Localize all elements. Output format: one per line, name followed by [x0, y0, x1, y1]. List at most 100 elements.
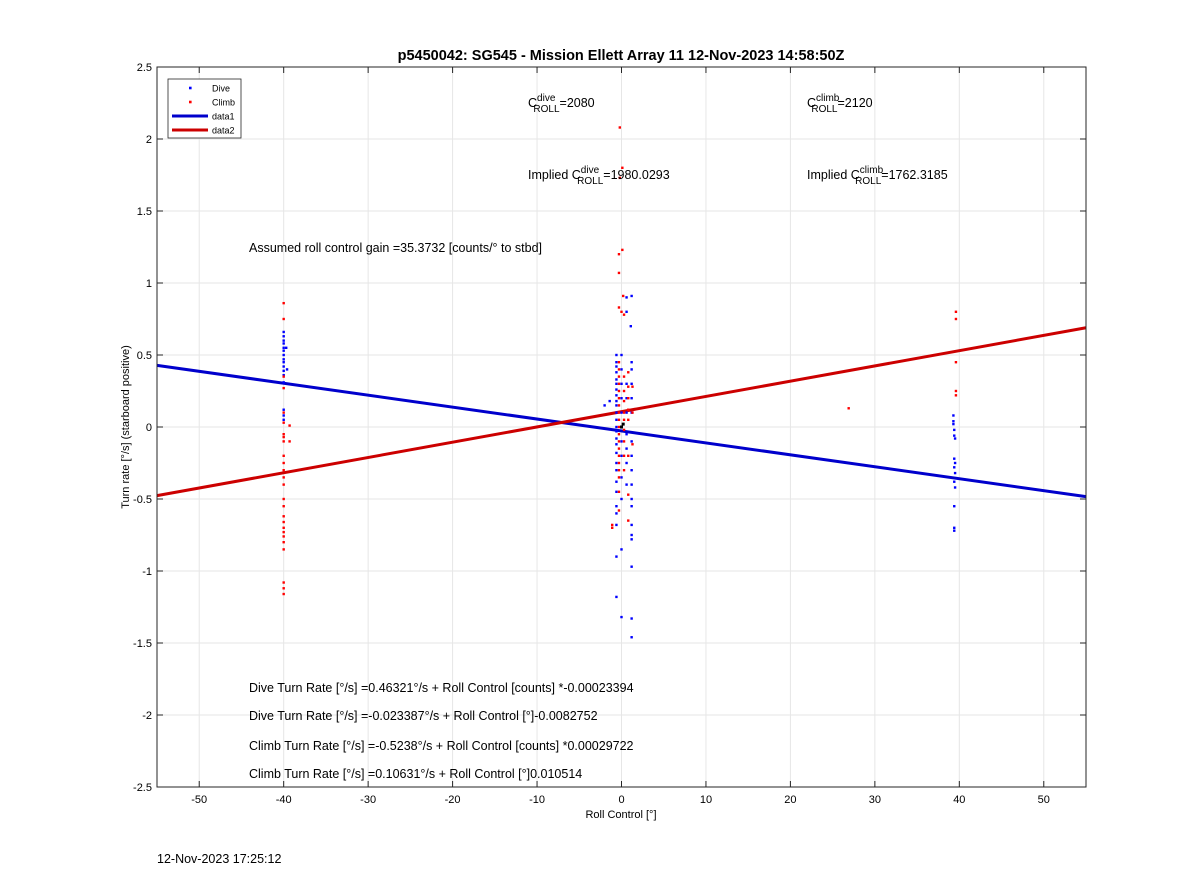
dive-point: [625, 411, 628, 414]
climb-point: [617, 469, 621, 472]
climb-point: [282, 592, 285, 596]
climb-point: [954, 310, 958, 313]
dive-point: [953, 526, 956, 529]
x-tick-label: 50: [1038, 794, 1050, 806]
x-tick-label: 0: [618, 794, 624, 806]
y-tick-label: 1.5: [137, 206, 152, 218]
climb-point: [282, 435, 285, 439]
climb-point: [627, 519, 630, 522]
dive-point: [615, 505, 618, 508]
climb-point: [617, 375, 621, 378]
dive-point: [630, 617, 633, 620]
climb-point: [282, 520, 285, 524]
y-tick-label: -2.5: [133, 782, 152, 794]
dive-point: [620, 476, 623, 479]
climb-point: [617, 271, 621, 275]
climb-point: [611, 526, 614, 529]
climb-point: [618, 126, 622, 129]
dive-point: [615, 411, 618, 414]
climb-point: [617, 397, 621, 400]
dive-point: [282, 349, 285, 352]
origin-point: [621, 422, 625, 426]
climb-point: [622, 399, 626, 403]
dive-point: [625, 382, 628, 385]
climb-point: [617, 454, 621, 457]
dive-point: [603, 404, 606, 407]
climb-point: [627, 397, 630, 400]
dive-point: [282, 408, 285, 411]
dive-point: [615, 461, 618, 465]
climb-point: [617, 253, 621, 256]
climb-point: [282, 515, 285, 518]
y-tick-label: -2: [142, 710, 152, 722]
dive-point: [625, 296, 628, 299]
legend: Dive Climb data1 data2: [167, 78, 242, 139]
climb-point: [618, 176, 622, 180]
dive-point: [620, 440, 623, 443]
dive-point: [625, 447, 628, 450]
dive-point: [952, 420, 955, 423]
dive-point: [630, 361, 633, 364]
climb-point: [617, 389, 621, 393]
roll-gain-annotation: Assumed roll control gain =35.3732 [coun…: [249, 241, 542, 255]
origin-point: [620, 425, 623, 429]
dive-point: [625, 310, 628, 313]
dive-point: [953, 461, 957, 465]
dive-point: [630, 294, 633, 298]
dive-point: [625, 461, 628, 465]
climb-point: [611, 523, 614, 527]
dive-point: [630, 440, 633, 443]
dive-point: [282, 369, 285, 373]
dive-point: [953, 480, 956, 483]
dive-point: [630, 382, 633, 385]
dive-point: [615, 382, 618, 385]
climb-point: [282, 581, 285, 584]
climb-point: [622, 454, 626, 457]
dive-point: [953, 486, 957, 489]
climb-point: [627, 493, 630, 496]
climb-point: [954, 317, 958, 321]
dive-point: [630, 523, 633, 527]
implied-c-roll-dive-annotation: Implied Cdive ROLL=1980.0293: [528, 165, 670, 187]
climb-point: [622, 428, 626, 432]
implied-c-roll-climb-annotation: Implied Cclimb ROLL=1762.3185: [807, 165, 948, 187]
dive-point: [630, 505, 633, 508]
dive-point: [282, 373, 285, 377]
climb-point: [621, 248, 624, 252]
climb-point: [954, 361, 958, 364]
climb-point: [622, 469, 626, 472]
axis-ticks: -50 -40 -30 -20 -10 0 10 20 30 40 50-2.5-2-1.5-1-0…: [133, 62, 1086, 806]
climb-point: [627, 454, 630, 457]
climb-point: [954, 389, 958, 393]
dive-point: [615, 394, 618, 397]
climb-point: [617, 440, 621, 443]
legend-box: [167, 78, 242, 139]
climb-point: [282, 301, 285, 305]
chart-title: p5450042: SG545 - Mission Ellett Array 1…: [398, 48, 845, 64]
climb-point: [622, 411, 626, 414]
x-axis-label: Roll Control [°]: [585, 809, 656, 821]
y-tick-label: 0.5: [137, 350, 152, 362]
legend-label-dive: Dive: [212, 84, 230, 94]
climb-point: [282, 375, 285, 378]
dive-point: [282, 346, 285, 349]
dive-point: [285, 368, 289, 371]
dive-point: [615, 595, 618, 599]
x-tick-label: -50: [191, 794, 207, 806]
dive-point: [282, 358, 285, 361]
legend-label-data1: data1: [212, 112, 235, 122]
dive-point: [615, 365, 618, 368]
dive-equation-degrees: Dive Turn Rate [°/s] =-0.023387°/s + Rol…: [249, 709, 598, 723]
legend-label-data2: data2: [212, 126, 235, 136]
climb-point: [617, 306, 621, 309]
dive-point: [615, 353, 618, 357]
dive-point: [282, 361, 285, 364]
dive-point: [630, 454, 633, 457]
dive-point: [282, 335, 285, 338]
dive-point: [620, 411, 623, 414]
dive-point: [630, 368, 633, 371]
climb-point: [622, 440, 626, 443]
